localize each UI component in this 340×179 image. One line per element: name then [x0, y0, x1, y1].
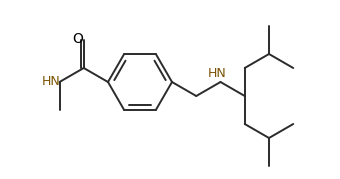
Text: O: O	[72, 32, 83, 46]
Text: HN: HN	[42, 74, 61, 88]
Text: HN: HN	[208, 67, 227, 79]
